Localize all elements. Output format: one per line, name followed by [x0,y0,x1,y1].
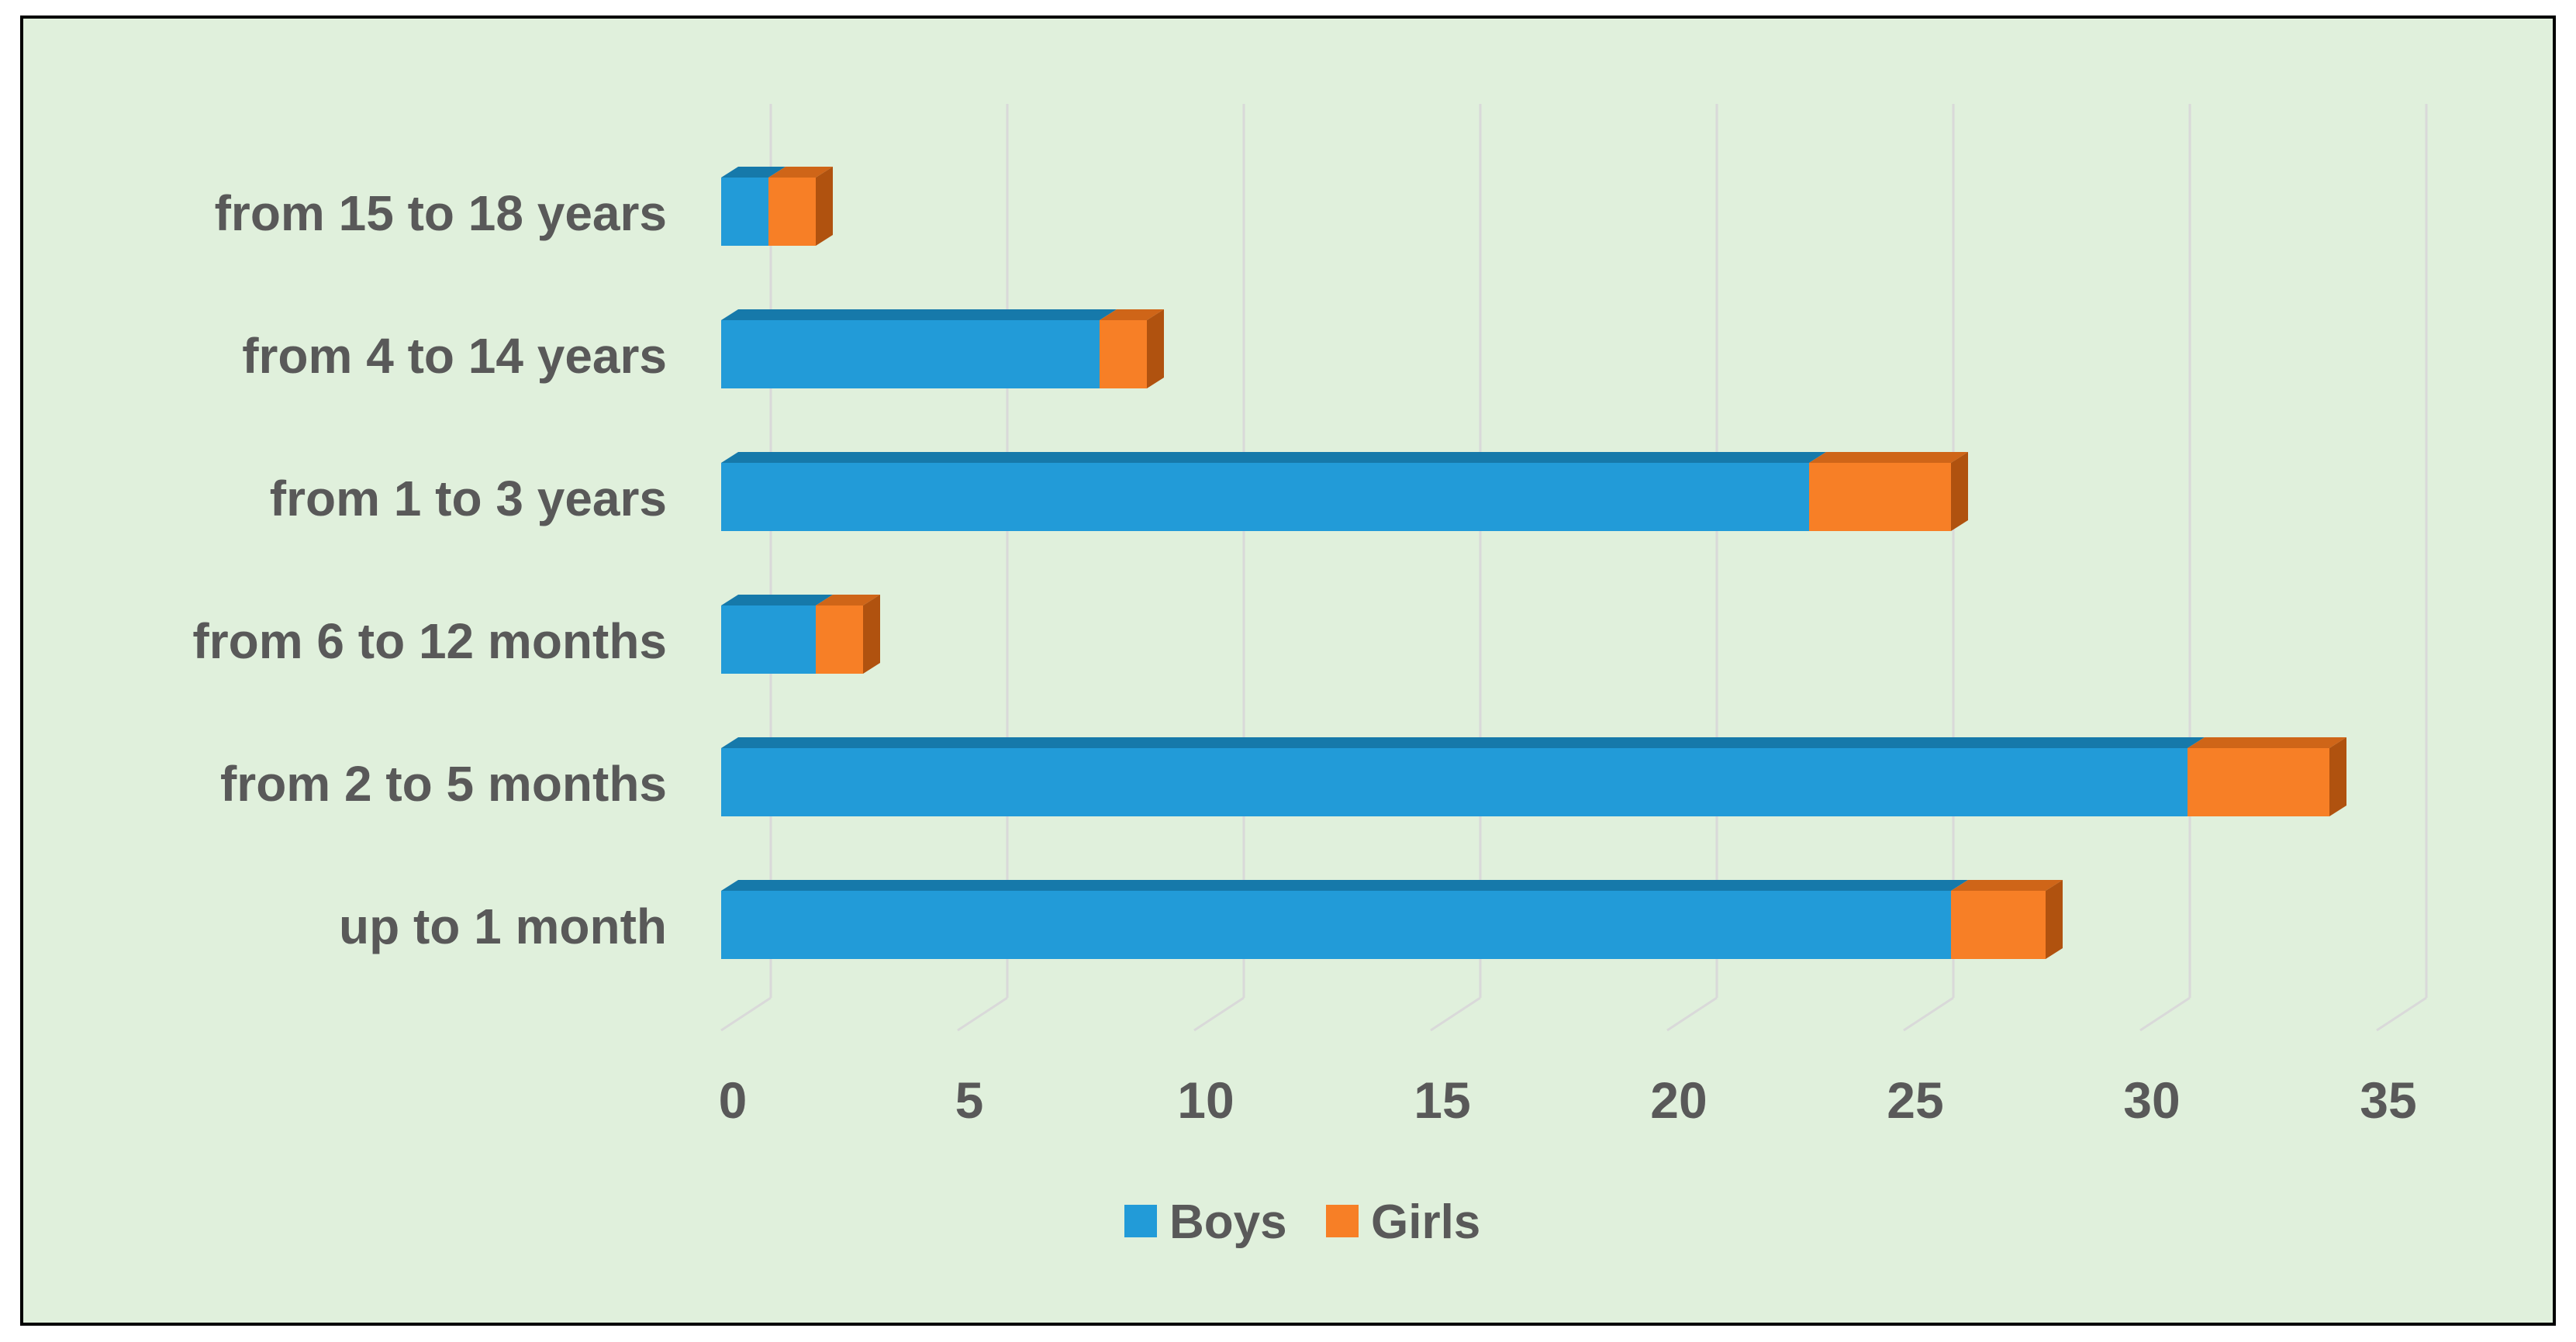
bar-side-girls [1147,309,1164,388]
bar-girls [1951,891,2046,959]
tick-label: 25 [1887,1071,1943,1129]
bar-girls [2188,748,2329,816]
bar-top-boys [721,167,786,178]
legend-label-boys: Boys [1169,1195,1287,1249]
tick-label: 0 [719,1071,748,1129]
bar-top-boys [721,880,1968,891]
bar-top-boys [721,452,1826,463]
floor-line [2139,996,2191,1032]
floor-line [1666,996,1718,1032]
category-label: from 4 to 14 years [242,328,667,384]
tick-label: 15 [1414,1071,1470,1129]
value-axis: 0 5 10 15 20 25 30 35 [719,1071,2417,1129]
tick-label: 35 [2360,1071,2416,1129]
category-label: from 2 to 5 months [220,756,667,812]
bars [721,167,2346,959]
chart-floor [720,996,2427,1032]
stacked-bar-chart: up to 1 month from 2 to 5 months from 6 to… [192,104,2428,1249]
category-label: from 6 to 12 months [192,613,667,669]
bar-boys [721,748,2188,816]
bar-side-girls [816,167,833,246]
tick-label: 10 [1177,1071,1234,1129]
floor-line [1193,996,1245,1032]
bar-side-girls [863,595,880,674]
floor-line [957,996,1008,1032]
bar-top-girls [816,595,880,605]
tick-label: 20 [1650,1071,1707,1129]
bar-girls [816,605,863,674]
category-axis: up to 1 month from 2 to 5 months from 6 to… [192,185,667,954]
bar-top-girls [2188,737,2346,748]
bar-boys [721,463,1809,531]
floor-line [720,996,772,1032]
legend: Boys Girls [1124,1195,1480,1249]
floor-line [2376,996,2427,1032]
floor-line [1903,996,1954,1032]
bar-boys [721,178,768,246]
tick-label: 30 [2123,1071,2180,1129]
bar-boys [721,891,1951,959]
chart-frame: up to 1 month from 2 to 5 months from 6 to… [20,16,2556,1326]
floor-line [1430,996,1481,1032]
bar-top-girls [768,167,833,178]
bar-top-girls [1951,880,2063,891]
bar-boys [721,320,1100,388]
legend-label-girls: Girls [1371,1195,1480,1249]
bar-top-girls [1809,452,1968,463]
gridlines [769,104,2428,998]
bar-boys [721,605,816,674]
legend-swatch-boys [1124,1205,1157,1237]
category-label: from 1 to 3 years [270,471,667,526]
bar-girls [768,178,816,246]
bar-girls [1809,463,1951,531]
bar-top-girls [1100,309,1164,320]
bar-side-girls [2046,880,2063,959]
bar-top-boys [721,737,2205,748]
bar-girls [1100,320,1147,388]
category-label: up to 1 month [339,899,667,954]
bar-side-girls [1951,452,1968,531]
bar-top-boys [721,309,1117,320]
bar-side-girls [2329,737,2346,816]
tick-label: 5 [955,1071,984,1129]
bar-top-boys [721,595,833,605]
legend-swatch-girls [1326,1205,1359,1237]
category-label: from 15 to 18 years [215,185,667,241]
